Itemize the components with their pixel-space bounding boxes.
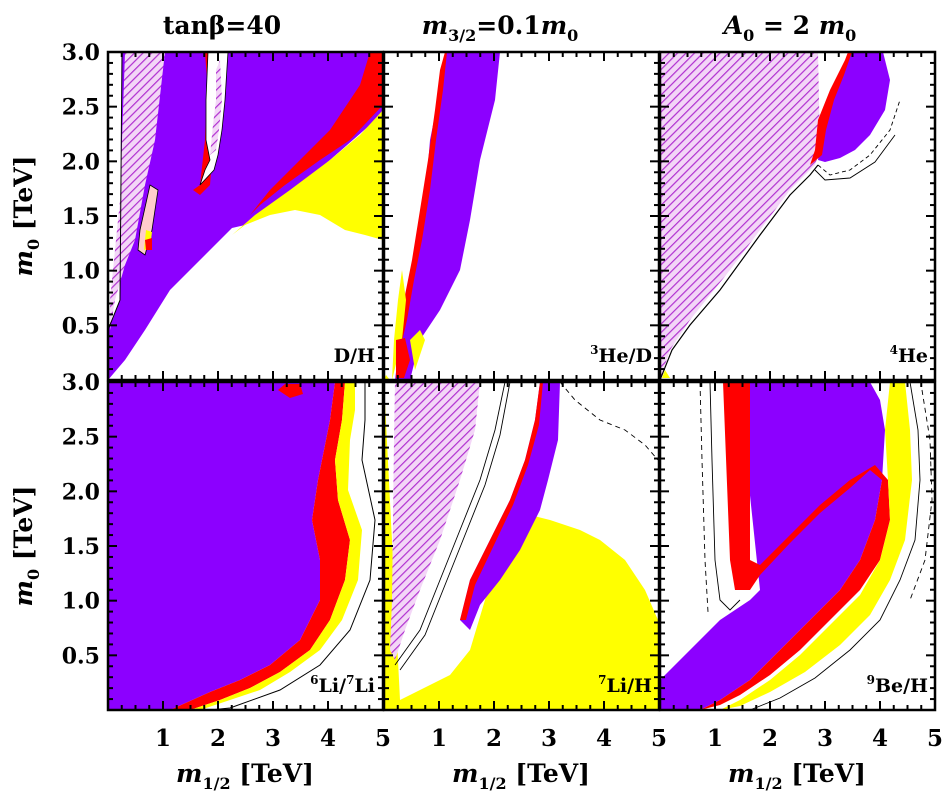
y-tick-label: 1.5 bbox=[62, 534, 100, 560]
panel-3he-d bbox=[384, 52, 500, 380]
x-tick-label: 2 bbox=[486, 725, 502, 752]
x-tick-label: 3 bbox=[541, 725, 557, 752]
x-tick-label: 2 bbox=[210, 725, 226, 752]
panel-9be-h bbox=[660, 382, 933, 710]
y-axis-title-bottom: m0 [TeV] bbox=[9, 486, 43, 607]
y-tick-label: 2.0 bbox=[62, 149, 100, 175]
x-tick-label: 3 bbox=[265, 725, 281, 752]
y-axis-title-top: m0 [TeV] bbox=[9, 156, 43, 277]
panel-label-4he: 4He bbox=[890, 343, 928, 367]
x-tick-label: 5 bbox=[375, 725, 391, 752]
tick-labels: 1 2 3 4 5 1 2 3 4 5 1 2 3 4 5 0.5 1.0 1.5 2.0 2.5 3.0 0.5 1.0 1… bbox=[62, 40, 943, 752]
x-axis-title-2: m1/2 [TeV] bbox=[452, 759, 590, 792]
axis-ticks bbox=[107, 51, 936, 711]
y-tick-label: 2.5 bbox=[62, 425, 100, 451]
panel-label-6li-7li: 6Li/7Li bbox=[310, 673, 375, 697]
header-a0: A0 = 2 m0 bbox=[722, 11, 857, 45]
x-tick-label: 5 bbox=[651, 725, 667, 752]
y-tick-label: 1.5 bbox=[62, 204, 100, 230]
panel-4he bbox=[660, 52, 901, 380]
x-tick-label: 1 bbox=[707, 725, 723, 752]
x-tick-label: 1 bbox=[155, 725, 171, 752]
y-tick-label: 3.0 bbox=[62, 370, 100, 396]
y-tick-label: 1.0 bbox=[62, 589, 100, 615]
header-tanbeta: tanβ=40 bbox=[163, 11, 281, 40]
header-gravitino-mass: m3/2=0.1m0 bbox=[422, 11, 579, 45]
x-tick-label: 4 bbox=[596, 725, 612, 752]
x-tick-label: 3 bbox=[817, 725, 833, 752]
x-axis-titles: m1/2 [TeV] m1/2 [TeV] m1/2 [TeV] bbox=[176, 759, 866, 792]
y-tick-label: 1.0 bbox=[62, 259, 100, 285]
y-tick-label: 0.5 bbox=[62, 313, 100, 339]
x-tick-label: 4 bbox=[320, 725, 336, 752]
x-tick-label: 1 bbox=[431, 725, 447, 752]
panel-label-9be-h: 9Be/H bbox=[867, 673, 928, 697]
x-tick-label: 2 bbox=[762, 725, 778, 752]
panel-6li-7li bbox=[108, 382, 376, 710]
panel-7li-h bbox=[384, 382, 659, 710]
y-tick-label: 0.5 bbox=[62, 643, 100, 669]
y-tick-label: 2.0 bbox=[62, 479, 100, 505]
panel-label-dh: D/H bbox=[334, 345, 375, 367]
x-tick-label: 4 bbox=[872, 725, 888, 752]
panel-dh bbox=[108, 52, 383, 380]
panel-label-7li-h: 7Li/H bbox=[598, 673, 652, 697]
panel-label-3he-d: 3He/D bbox=[590, 343, 652, 367]
y-tick-label: 3.0 bbox=[62, 40, 100, 66]
x-axis-title-1: m1/2 [TeV] bbox=[176, 759, 314, 792]
x-tick-label: 5 bbox=[927, 725, 943, 752]
y-tick-label: 2.5 bbox=[62, 95, 100, 121]
x-axis-title-3: m1/2 [TeV] bbox=[728, 759, 866, 792]
